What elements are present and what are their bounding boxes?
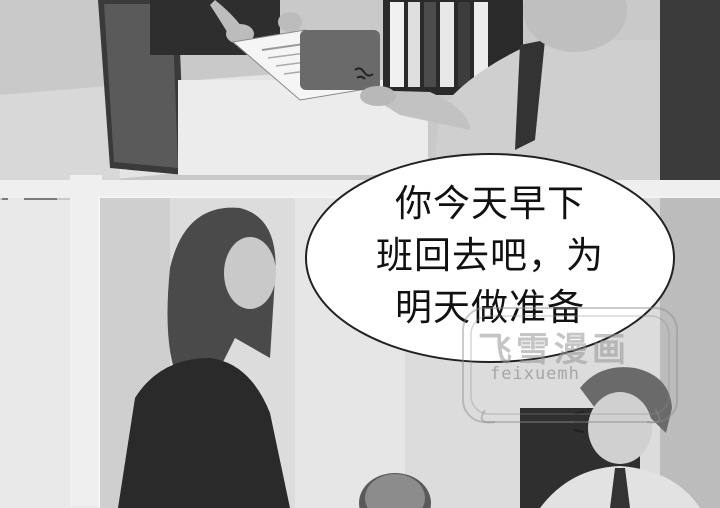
speech-line-3: 明天做准备	[395, 286, 585, 329]
speech-bubble-text: 你今天早下 班回去吧，为 明天做准备	[330, 178, 650, 334]
watermark-seal	[462, 307, 678, 424]
panel-gutter-vertical	[70, 175, 102, 506]
speech-line-2: 班回去吧，为	[376, 234, 604, 277]
surprise-sfx-icon	[354, 67, 374, 80]
watermark-latin: feixuemh	[490, 364, 580, 384]
watermark-chinese: 飞雪漫画	[478, 330, 630, 370]
speech-line-1: 你今天早下	[395, 182, 585, 225]
speech-bubble	[305, 153, 675, 363]
emote-dash-icon	[573, 411, 586, 433]
